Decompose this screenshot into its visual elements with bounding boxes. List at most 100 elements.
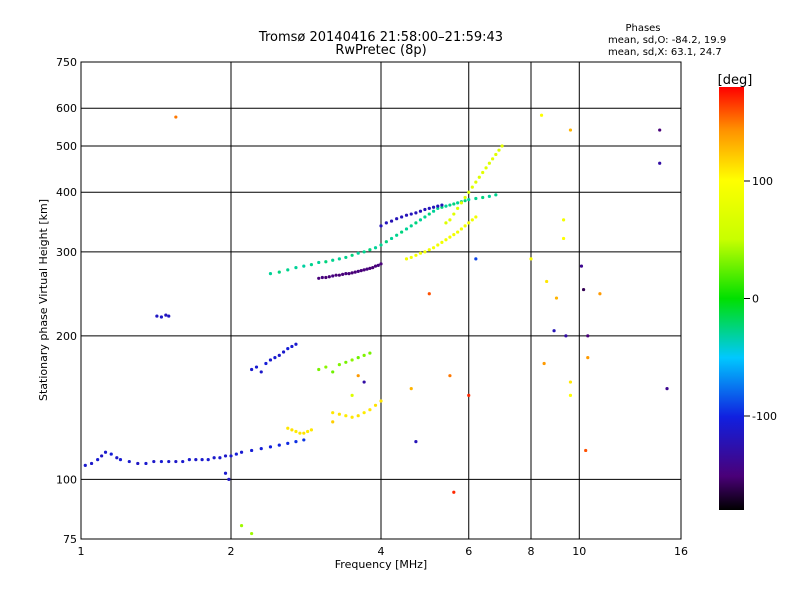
data-point [353,270,357,274]
phase-stats-o: mean, sd,O: -84.2, 19.9 [608,35,726,46]
data-point [350,358,354,362]
data-point [448,374,452,378]
data-point [404,213,409,217]
data-point [317,260,321,265]
data-point [334,273,338,277]
data-point [259,370,263,374]
data-point [317,276,321,280]
data-point [539,113,544,117]
y-tick-label: 100 [56,473,77,486]
data-point [474,215,478,219]
data-point [223,471,228,475]
data-point [491,157,495,161]
data-point [115,456,119,460]
data-point [440,240,444,244]
data-point [494,193,498,197]
data-point [665,387,669,391]
data-point [452,490,456,494]
data-point [277,353,281,357]
data-point [529,257,533,261]
data-point [337,257,341,261]
data-point [159,315,164,319]
data-point [423,207,427,212]
data-point [359,268,363,273]
data-point [444,221,448,225]
data-point [581,287,586,292]
data-point [452,202,456,206]
phase-stats-x: mean, sd,X: 63.1, 24.7 [608,47,722,58]
data-point [586,334,590,338]
data-point [579,264,584,268]
data-point [494,152,498,157]
data-point [302,264,306,268]
data-point [337,412,341,416]
data-point [418,209,423,213]
data-point [89,461,94,466]
data-point [427,248,431,252]
data-point [362,380,366,384]
data-point [302,438,306,442]
data-point [187,458,191,462]
data-point [373,246,378,250]
data-point [568,393,573,398]
colorbar-tick-label: 100 [752,175,773,188]
data-point [268,358,273,362]
data-point [436,243,440,247]
data-point [277,270,281,274]
data-point [194,458,198,462]
data-point [463,195,467,200]
data-point [395,217,399,221]
x-tick-label: 10 [572,545,586,558]
data-point [452,232,456,237]
data-point [561,218,566,222]
chart-title: Tromsø 20140416 21:58:00–21:59:43 [258,30,503,45]
data-point [467,190,471,194]
data-point [347,272,351,276]
y-tick-label: 400 [56,186,77,199]
x-tick-label: 2 [228,545,235,558]
data-point [467,198,471,202]
plot-frame [80,61,682,540]
phase-stats-heading: Phases [625,23,660,34]
data-point [294,429,298,434]
chart-subtitle: RwPretec (8p) [335,43,426,58]
data-point [218,456,222,460]
y-axis-label: Stationary phase Virtual Height [km] [37,199,50,401]
data-point [423,250,427,254]
data-point [174,115,178,119]
data-point [356,251,360,255]
data-point [174,459,178,464]
data-point [324,365,328,369]
data-point [159,459,164,464]
data-point [327,275,331,279]
data-point [331,420,335,424]
data-point [368,351,372,355]
data-point [250,367,254,372]
data-point [448,218,452,222]
data-point [467,393,471,398]
data-point [431,209,436,213]
data-point [294,440,298,444]
data-point [341,272,345,277]
data-point [350,415,354,419]
data-point [436,204,440,208]
data-point [373,403,378,407]
data-point [545,279,549,284]
data-point [384,240,388,244]
y-tick-label: 200 [56,330,77,343]
data-point [96,458,100,462]
data-point [497,148,501,152]
data-point [474,180,478,184]
data-point [564,334,568,338]
data-point [277,443,281,447]
data-point [350,271,354,275]
y-tick-label: 600 [56,102,77,115]
data-point [356,374,360,378]
data-point [400,215,404,219]
data-point [309,428,314,432]
x-axis-ticks: 1 2 4 6 8 10 16 [78,545,689,558]
data-point [109,452,113,456]
data-point [356,356,360,360]
data-point [254,365,259,369]
